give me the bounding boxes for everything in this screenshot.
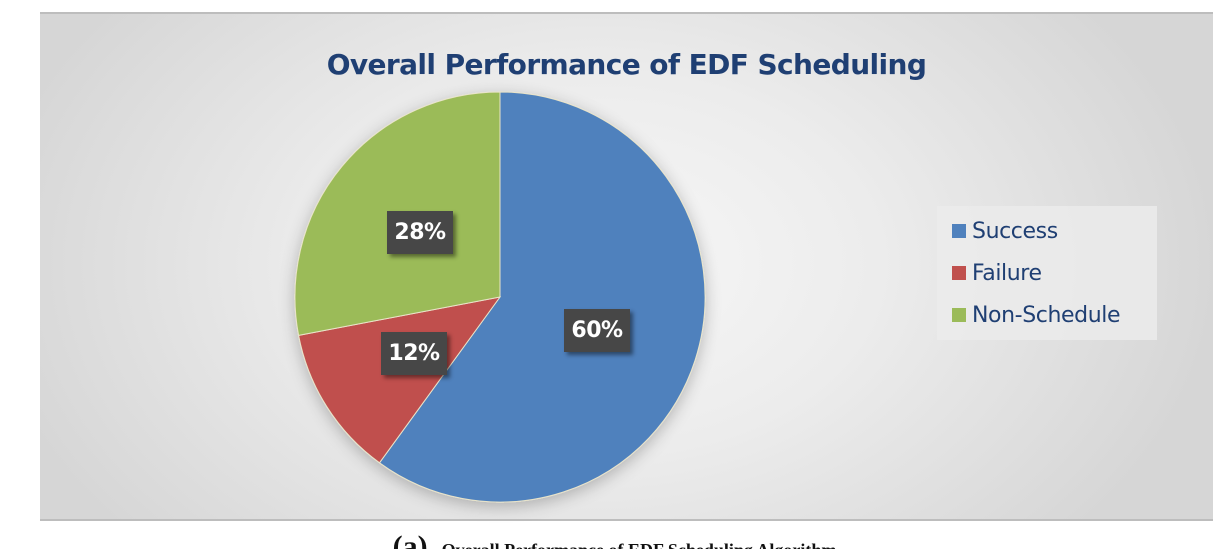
chart-area: Overall Performance of EDF Scheduling 28… [40, 12, 1213, 521]
figure-caption: (a) Overall Performance of EDF Schedulin… [0, 524, 1229, 549]
slice-failure [298, 296, 502, 464]
chart-title: Overall Performance of EDF Scheduling [326, 48, 927, 81]
chart-legend: Success Failure Non-Schedule [937, 206, 1157, 340]
legend-item-non-schedule: Non-Schedule [952, 300, 1120, 330]
caption-text: Overall Performance of EDF Scheduling Al… [442, 540, 837, 549]
legend-swatch-non-schedule-icon [952, 308, 966, 322]
legend-swatch-success-icon [952, 224, 966, 238]
data-label-success: 60% [564, 309, 630, 352]
caption-tag: (a) [392, 530, 428, 549]
legend-item-failure: Failure [952, 258, 1042, 288]
slice-success [378, 91, 706, 503]
legend-label: Non-Schedule [972, 302, 1121, 328]
pie-svg [294, 91, 706, 503]
legend-item-success: Success [952, 216, 1058, 246]
legend-label: Success [972, 218, 1058, 244]
data-label-non-schedule: 28% [387, 211, 453, 254]
data-label-failure: 12% [381, 332, 447, 375]
pie-chart: 28% 12% 60% [40, 14, 1213, 523]
legend-swatch-failure-icon [952, 266, 966, 280]
legend-label: Failure [972, 260, 1042, 286]
